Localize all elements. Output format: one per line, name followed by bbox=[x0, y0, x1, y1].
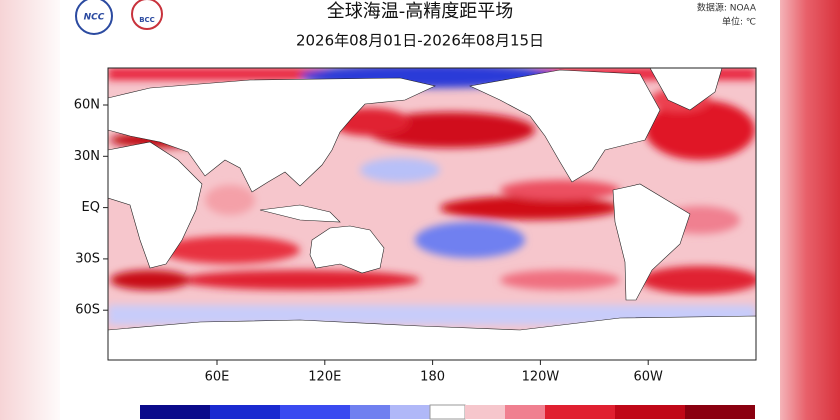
lat-label: 30N bbox=[74, 149, 100, 164]
lat-axis: 60N 30N EQ 30S 60S bbox=[74, 98, 108, 318]
lon-label: 180 bbox=[420, 370, 445, 385]
map-frame bbox=[107, 67, 757, 361]
logo-text: NCC bbox=[84, 13, 105, 23]
logo: NCC bbox=[75, 0, 113, 35]
map bbox=[108, 68, 756, 360]
subtitle: 2026年08月01日-2026年08月15日 bbox=[296, 32, 544, 50]
unit: 单位: ℃ bbox=[722, 16, 756, 28]
lon-label: 120E bbox=[308, 370, 341, 385]
logo: BCC bbox=[131, 0, 163, 30]
lat-label: 60N bbox=[74, 98, 100, 113]
colorbar bbox=[140, 404, 755, 420]
lat-label: EQ bbox=[82, 200, 100, 215]
source: 数据源: NOAA bbox=[697, 2, 757, 14]
title: 全球海温-高精度距平场 bbox=[327, 1, 514, 22]
lon-label: 60E bbox=[205, 370, 230, 385]
logo-text: BCC bbox=[139, 16, 155, 24]
lon-label: 120W bbox=[522, 370, 560, 385]
land bbox=[108, 68, 756, 360]
lon-axis: 60E 120E 180 120W 60W bbox=[205, 360, 663, 385]
lat-label: 30S bbox=[75, 251, 100, 266]
lat-label: 60S bbox=[75, 303, 100, 318]
lon-label: 60W bbox=[633, 370, 663, 385]
